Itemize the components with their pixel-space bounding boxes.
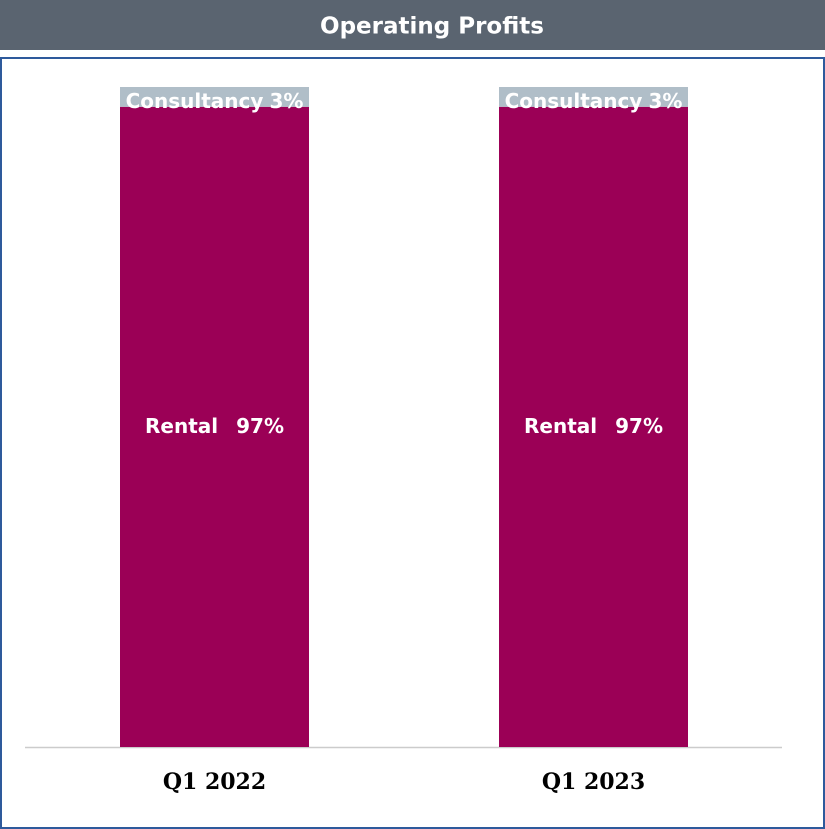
- data-label: Consultancy 3%: [505, 89, 683, 113]
- x-tick-label: Q1 2022: [163, 769, 266, 795]
- bar-segment: [120, 87, 309, 107]
- series-name: Consultancy: [505, 89, 643, 113]
- value-label: 97%: [236, 413, 284, 437]
- data-label: Rental 97%: [145, 413, 284, 437]
- bar-segment: [120, 106, 309, 748]
- bar-segment: [499, 87, 688, 107]
- series-name: Rental: [524, 413, 597, 437]
- chart-title: Operating Profits: [320, 14, 544, 40]
- data-label: Consultancy 3%: [126, 89, 304, 113]
- title-bar: [0, 0, 825, 50]
- value-label: 3%: [269, 89, 303, 113]
- series-name: Consultancy: [126, 89, 264, 113]
- value-label: 97%: [615, 413, 663, 437]
- frame: [0, 57, 825, 829]
- value-label: 3%: [648, 89, 682, 113]
- bar-segment: [499, 106, 688, 748]
- data-label: Rental 97%: [524, 413, 663, 437]
- x-tick-label: Q1 2023: [542, 769, 645, 795]
- series-name: Rental: [145, 413, 218, 437]
